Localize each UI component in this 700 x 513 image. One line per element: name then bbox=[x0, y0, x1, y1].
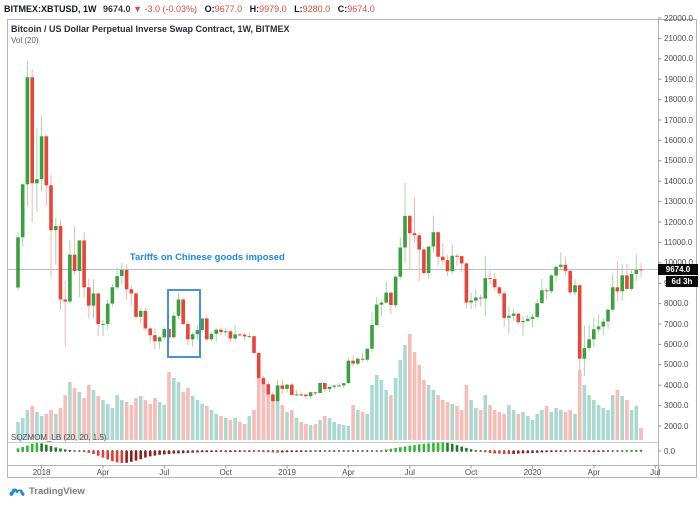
price-tick-label: 6000.0 bbox=[664, 339, 689, 349]
momentum-zero-label: 0.0 bbox=[664, 446, 676, 456]
time-tick-label: Apr bbox=[342, 468, 355, 477]
price-tick-label: 10000.0 bbox=[664, 258, 693, 268]
tradingview-cloud-icon bbox=[9, 488, 25, 496]
pane-divider[interactable] bbox=[8, 442, 658, 443]
time-tick-label: 2019 bbox=[278, 468, 296, 477]
current-price-badge: 9674.0 bbox=[658, 263, 698, 275]
price-tick-label: 8000.0 bbox=[664, 299, 689, 309]
price-tick-label: 2000.0 bbox=[664, 421, 689, 431]
price-tick-label: 17000.0 bbox=[664, 115, 693, 125]
momentum-indicator-label[interactable]: SQZMOM_LB (20, 20, 1.5) bbox=[11, 433, 107, 442]
high-value: 9979.0 bbox=[259, 4, 287, 14]
price-tick-label: 4000.0 bbox=[664, 380, 689, 390]
symbol-header: BITMEX:XBTUSD, 1W 9674.0 ▼ -3.0 (-0.03%)… bbox=[4, 2, 375, 16]
price-tick-label: 16000.0 bbox=[664, 135, 693, 145]
chart-plot-area[interactable] bbox=[7, 19, 697, 478]
price-tick-label: 14000.0 bbox=[664, 176, 693, 186]
annotation-text[interactable]: Tariffs on Chinese goods imposed bbox=[129, 252, 285, 264]
tradingview-logo[interactable]: TradingView bbox=[9, 486, 85, 497]
close-label: C: bbox=[337, 4, 348, 14]
open-label: O: bbox=[204, 4, 215, 14]
time-tick-label: Jul bbox=[159, 468, 170, 477]
tradingview-logo-text: TradingView bbox=[29, 486, 85, 497]
symbol-title[interactable]: BITMEX:XBTUSD, 1W bbox=[4, 4, 97, 14]
time-tick-label: Apr bbox=[587, 468, 601, 477]
change-arrow-icon: ▼ bbox=[133, 4, 142, 14]
price-tick-label: 12000.0 bbox=[664, 217, 693, 227]
price-tick-label: 13000.0 bbox=[664, 197, 693, 207]
time-tick-label: Apr bbox=[96, 468, 110, 477]
price-tick-label: 11000.0 bbox=[664, 237, 693, 247]
price-change: -3.0 (-0.03%) bbox=[144, 4, 198, 14]
price-tick-label: 7000.0 bbox=[664, 319, 689, 329]
last-price: 9674.0 bbox=[103, 4, 131, 14]
low-label: L: bbox=[294, 4, 303, 14]
price-tick-label: 18000.0 bbox=[664, 95, 693, 105]
price-tick-label: 15000.0 bbox=[664, 156, 693, 166]
price-tick-label: 21000.0 bbox=[664, 33, 693, 43]
price-tick-label: 5000.0 bbox=[664, 360, 689, 370]
close-value: 9674.0 bbox=[347, 4, 375, 14]
time-tick-label: Oct bbox=[464, 468, 478, 477]
highlight-rectangle[interactable] bbox=[167, 289, 202, 358]
time-tick-label: 2018 bbox=[32, 468, 51, 477]
bar-countdown-badge: 6d 3h bbox=[666, 275, 698, 287]
price-tick-label: 20000.0 bbox=[664, 54, 693, 64]
price-tick-label: 3000.0 bbox=[664, 401, 689, 411]
open-value: 9677.0 bbox=[214, 4, 243, 14]
price-tick-label: 22000.0 bbox=[664, 13, 693, 23]
time-axis-border bbox=[8, 465, 697, 466]
time-tick-label: 2020 bbox=[523, 468, 542, 477]
high-label: H: bbox=[249, 4, 260, 14]
time-tick-label: Jul bbox=[404, 468, 415, 477]
time-tick-label: Jul bbox=[650, 468, 661, 477]
price-tick-label: 19000.0 bbox=[664, 74, 693, 84]
time-tick-label: Oct bbox=[219, 468, 232, 477]
low-value: 9280.0 bbox=[302, 4, 331, 14]
price-axis-border bbox=[658, 20, 659, 477]
